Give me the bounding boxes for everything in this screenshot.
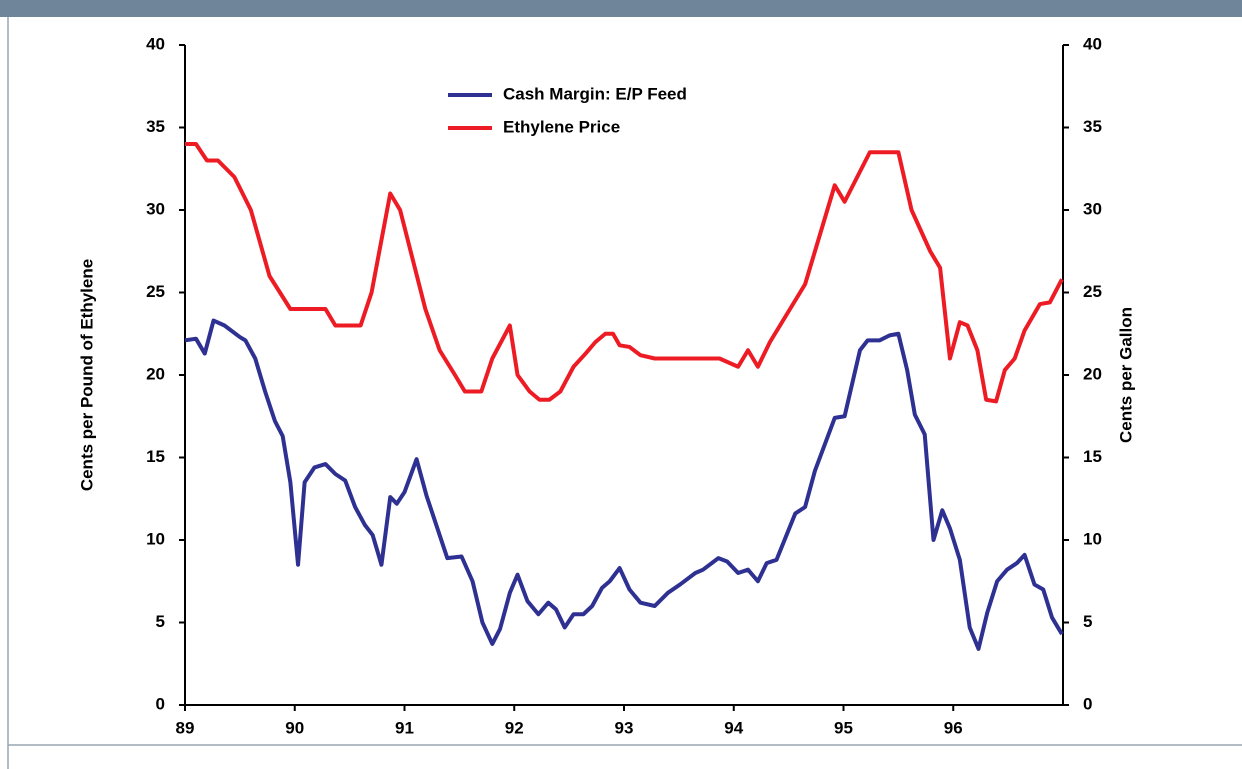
y-tick-label: 5 xyxy=(156,612,165,631)
y-tick-label: 20 xyxy=(146,364,165,383)
legend-label: Ethylene Price xyxy=(503,117,620,136)
x-tick-label: 93 xyxy=(615,718,634,737)
y-tick-label: 30 xyxy=(146,199,165,218)
y-tick-label: 40 xyxy=(146,34,165,53)
x-tick-label: 94 xyxy=(724,718,743,737)
y2-tick-label: 0 xyxy=(1083,694,1092,713)
y-tick-label: 10 xyxy=(146,529,165,548)
series-line xyxy=(185,142,1064,404)
y2-tick-label: 40 xyxy=(1083,34,1102,53)
legend-label: Cash Margin: E/P Feed xyxy=(503,84,687,103)
y2-tick-label: 35 xyxy=(1083,117,1102,136)
x-tick-label: 89 xyxy=(176,718,195,737)
x-tick-label: 92 xyxy=(505,718,524,737)
y2-tick-label: 30 xyxy=(1083,199,1102,218)
y2-tick-label: 5 xyxy=(1083,612,1092,631)
x-tick-label: 91 xyxy=(395,718,414,737)
y-tick-label: 35 xyxy=(146,117,165,136)
y2-tick-label: 25 xyxy=(1083,282,1102,301)
y-tick-label: 0 xyxy=(156,694,165,713)
y-tick-label: 15 xyxy=(146,447,165,466)
series-line xyxy=(184,318,1064,651)
y2-axis-label: Cents per Gallon xyxy=(1116,307,1135,443)
y-tick-label: 25 xyxy=(146,282,165,301)
y2-tick-label: 10 xyxy=(1083,529,1102,548)
x-tick-label: 96 xyxy=(944,718,963,737)
x-tick-label: 95 xyxy=(834,718,853,737)
y2-tick-label: 15 xyxy=(1083,447,1102,466)
y-axis-label: Cents per Pound of Ethylene xyxy=(77,259,96,491)
y2-tick-label: 20 xyxy=(1083,364,1102,383)
x-tick-label: 90 xyxy=(285,718,304,737)
header-bar xyxy=(0,0,1242,17)
